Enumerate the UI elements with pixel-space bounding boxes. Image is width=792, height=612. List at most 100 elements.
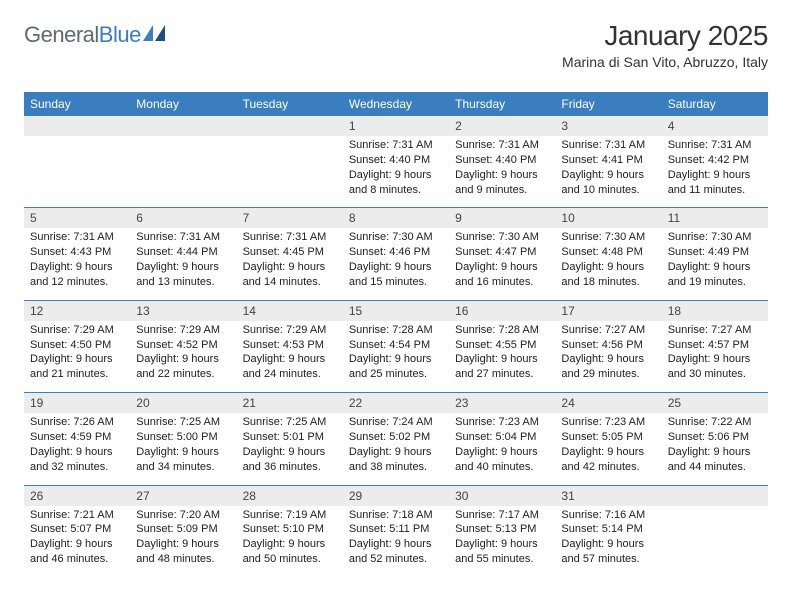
day-content-row: Sunrise: 7:29 AMSunset: 4:50 PMDaylight:… <box>24 321 768 392</box>
day-cell: Sunrise: 7:24 AMSunset: 5:02 PMDaylight:… <box>343 413 449 484</box>
sunset-text: Sunset: 4:50 PM <box>30 338 124 353</box>
day-cell: Sunrise: 7:30 AMSunset: 4:46 PMDaylight:… <box>343 228 449 299</box>
day-content-row: Sunrise: 7:21 AMSunset: 5:07 PM Daylight:… <box>24 506 768 577</box>
day-number: 3 <box>555 116 661 136</box>
sunrise-text: Sunrise: 7:31 AM <box>136 230 230 245</box>
day-cell: Sunrise: 7:22 AMSunset: 5:06 PMDaylight:… <box>662 413 768 484</box>
day-number: 19 <box>24 393 130 413</box>
brand-part2: Blue <box>99 22 141 47</box>
calendar: Sunday Monday Tuesday Wednesday Thursday… <box>24 92 768 577</box>
sunrise-text: Sunrise: 7:23 AM <box>455 415 549 430</box>
sunset-text: Sunset: 4:53 PM <box>243 338 337 353</box>
sunrise-text: Sunrise: 7:31 AM <box>349 138 443 153</box>
sunrise-text: Sunrise: 7:31 AM <box>561 138 655 153</box>
day-number: 10 <box>555 208 661 228</box>
day-number: 23 <box>449 393 555 413</box>
sunset-text: Sunset: 4:46 PM <box>349 245 443 260</box>
sunset-text: Sunset: 5:13 PM <box>455 522 549 537</box>
page: GeneralBlue January 2025 Marina di San V… <box>0 0 792 612</box>
daylight-text: Daylight: 9 hours and 13 minutes. <box>136 260 230 290</box>
sunrise-text: Sunrise: 7:31 AM <box>668 138 762 153</box>
calendar-body: 1234Sunrise: 7:31 AMSunset: 4:40 PMDayli… <box>24 116 768 577</box>
sunset-text: Sunset: 4:47 PM <box>455 245 549 260</box>
brand-text: GeneralBlue <box>24 22 141 48</box>
day-number: 28 <box>237 486 343 506</box>
daylight-text: Daylight: 9 hours and 25 minutes. <box>349 352 443 382</box>
day-cell: Sunrise: 7:16 AMSunset: 5:14 PMDaylight:… <box>555 506 661 577</box>
sunrise-text: Sunrise: 7:31 AM <box>243 230 337 245</box>
weekday-header: Monday <box>130 92 236 116</box>
sunset-text: Sunset: 5:11 PM <box>349 522 443 537</box>
sunset-text: Sunset: 5:14 PM <box>561 522 655 537</box>
daylight-text: Daylight: 9 hours and 29 minutes. <box>561 352 655 382</box>
day-number: 9 <box>449 208 555 228</box>
sunrise-text: Sunrise: 7:26 AM <box>30 415 124 430</box>
day-cell: Sunrise: 7:28 AMSunset: 4:55 PMDaylight:… <box>449 321 555 392</box>
sunrise-text: Sunrise: 7:25 AM <box>136 415 230 430</box>
day-number: 29 <box>343 486 449 506</box>
daylight-text: Daylight: 9 hours and 12 minutes. <box>30 260 124 290</box>
sunset-text: Sunset: 4:45 PM <box>243 245 337 260</box>
daylight-text: Daylight: 9 hours and 38 minutes. <box>349 445 443 475</box>
daylight-text: Daylight: 9 hours and 9 minutes. <box>455 168 549 198</box>
day-cell: Sunrise: 7:31 AMSunset: 4:42 PMDaylight:… <box>662 136 768 207</box>
sunset-text: Sunset: 5:05 PM <box>561 430 655 445</box>
daylight-text: Daylight: 9 hours and 27 minutes. <box>455 352 549 382</box>
day-number: 13 <box>130 301 236 321</box>
day-cell: Sunrise: 7:26 AMSunset: 4:59 PMDaylight:… <box>24 413 130 484</box>
day-number-row: 1234 <box>24 116 768 136</box>
sunset-text: Sunset: 5:09 PM <box>136 522 230 537</box>
day-number: 15 <box>343 301 449 321</box>
day-cell: Sunrise: 7:23 AMSunset: 5:05 PMDaylight:… <box>555 413 661 484</box>
sunrise-text: Sunrise: 7:28 AM <box>455 323 549 338</box>
day-cell <box>24 136 130 207</box>
sunset-text: Sunset: 4:52 PM <box>136 338 230 353</box>
day-cell: Sunrise: 7:30 AMSunset: 4:49 PMDaylight:… <box>662 228 768 299</box>
sunset-text: Sunset: 5:04 PM <box>455 430 549 445</box>
day-cell: Sunrise: 7:30 AMSunset: 4:47 PMDaylight:… <box>449 228 555 299</box>
daylight-text: Daylight: 9 hours and 18 minutes. <box>561 260 655 290</box>
sunrise-text: Sunrise: 7:18 AM <box>349 508 443 523</box>
sunset-text: Sunset: 5:02 PM <box>349 430 443 445</box>
day-cell: Sunrise: 7:25 AMSunset: 5:00 PMDaylight:… <box>130 413 236 484</box>
sunrise-text: Sunrise: 7:23 AM <box>561 415 655 430</box>
day-number: 27 <box>130 486 236 506</box>
day-number-row: 19202122232425 <box>24 392 768 413</box>
daylight-text: Daylight: 9 hours and 10 minutes. <box>561 168 655 198</box>
day-cell: Sunrise: 7:23 AMSunset: 5:04 PMDaylight:… <box>449 413 555 484</box>
sunrise-text: Sunrise: 7:24 AM <box>349 415 443 430</box>
day-cell <box>662 506 768 577</box>
daylight-text: Daylight: 9 hours and 15 minutes. <box>349 260 443 290</box>
day-number: 16 <box>449 301 555 321</box>
daylight-text: Daylight: 9 hours and 8 minutes. <box>349 168 443 198</box>
sunset-text: Sunset: 4:40 PM <box>455 153 549 168</box>
sunset-text: Sunset: 4:54 PM <box>349 338 443 353</box>
sunrise-text: Sunrise: 7:31 AM <box>30 230 124 245</box>
daylight-text: Daylight: 9 hours and 42 minutes. <box>561 445 655 475</box>
day-cell: Sunrise: 7:28 AMSunset: 4:54 PMDaylight:… <box>343 321 449 392</box>
sunset-text: Sunset: 4:48 PM <box>561 245 655 260</box>
day-cell: Sunrise: 7:31 AMSunset: 4:41 PMDaylight:… <box>555 136 661 207</box>
day-number <box>662 486 768 506</box>
sunset-text: Sunset: 4:41 PM <box>561 153 655 168</box>
sunset-text: Sunset: 5:07 PM <box>30 522 124 537</box>
daylight-text: Daylight: 9 hours and 52 minutes. <box>349 537 443 567</box>
sunset-text: Sunset: 5:06 PM <box>668 430 762 445</box>
daylight-text: Daylight: 9 hours and 34 minutes. <box>136 445 230 475</box>
weekday-header: Friday <box>555 92 661 116</box>
sail-icon <box>143 25 165 41</box>
day-cell: Sunrise: 7:27 AMSunset: 4:57 PMDaylight:… <box>662 321 768 392</box>
sunrise-text: Sunrise: 7:19 AM <box>243 508 337 523</box>
day-cell <box>237 136 343 207</box>
day-number: 30 <box>449 486 555 506</box>
page-title: January 2025 <box>562 20 768 52</box>
sunrise-text: Sunrise: 7:21 AM <box>30 508 124 523</box>
daylight-text: Daylight: 9 hours and 44 minutes. <box>668 445 762 475</box>
day-number: 21 <box>237 393 343 413</box>
daylight-text: Daylight: 9 hours and 48 minutes. <box>136 537 230 567</box>
sunset-text: Sunset: 4:59 PM <box>30 430 124 445</box>
day-number: 2 <box>449 116 555 136</box>
sunrise-text: Sunrise: 7:27 AM <box>561 323 655 338</box>
sunset-text: Sunset: 5:01 PM <box>243 430 337 445</box>
sunset-text: Sunset: 4:44 PM <box>136 245 230 260</box>
